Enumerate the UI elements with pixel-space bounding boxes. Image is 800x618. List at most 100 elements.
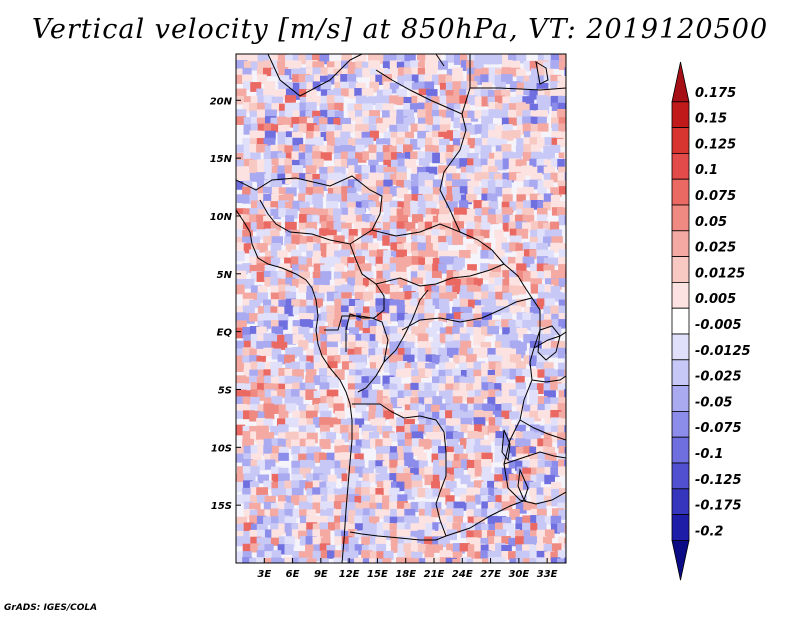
field-cell <box>411 376 421 387</box>
field-cell <box>508 319 521 328</box>
field-cell <box>236 116 246 125</box>
field-cell <box>291 529 302 540</box>
field-cell <box>277 424 289 435</box>
field-cell <box>487 326 500 335</box>
field-cell <box>495 390 506 400</box>
field-cell <box>432 474 445 484</box>
field-cell <box>313 362 324 372</box>
field-cell <box>390 543 401 553</box>
field-cell <box>362 271 374 282</box>
field-cell <box>362 67 373 78</box>
field-cell <box>256 159 267 169</box>
field-cell <box>327 368 339 377</box>
field-cell <box>481 369 492 379</box>
field-cell <box>334 75 346 86</box>
field-cell <box>431 208 441 218</box>
field-cell <box>495 543 506 553</box>
field-cell <box>242 347 255 357</box>
field-cell <box>446 250 459 261</box>
field-cell <box>396 557 408 563</box>
field-cell <box>515 214 526 225</box>
field-cell <box>257 369 269 379</box>
field-cell <box>326 95 336 104</box>
field-cell <box>488 417 500 428</box>
field-cell <box>327 487 338 497</box>
field-cell <box>243 390 253 402</box>
field-cell <box>452 368 463 380</box>
field-cell <box>452 460 464 469</box>
field-cell <box>551 488 562 499</box>
field-cell <box>319 173 329 183</box>
field-cell <box>348 263 359 272</box>
field-cell <box>431 453 442 463</box>
field-cell <box>523 60 534 72</box>
field-cell <box>256 214 267 225</box>
field-cell <box>354 347 366 357</box>
field-cell <box>256 431 268 440</box>
field-cell <box>333 152 345 163</box>
field-cell <box>242 222 253 232</box>
field-cell <box>236 446 247 456</box>
field-cell <box>557 180 566 191</box>
field-cell <box>544 466 557 476</box>
field-cell <box>256 550 268 560</box>
field-cell <box>417 424 429 434</box>
field-cell <box>502 270 515 280</box>
field-cell <box>334 257 344 267</box>
field-cell <box>523 439 535 450</box>
field-cell <box>347 383 359 394</box>
field-cell <box>529 453 539 463</box>
field-cell <box>243 509 256 520</box>
field-cell <box>277 501 287 511</box>
field-cell <box>565 305 566 316</box>
field-cell <box>417 298 429 309</box>
field-cell <box>453 271 463 283</box>
field-cell <box>438 131 450 143</box>
field-cell <box>515 221 527 233</box>
field-cell <box>390 137 400 147</box>
field-cell <box>543 179 554 190</box>
field-cell <box>368 60 381 70</box>
field-cell <box>312 61 325 71</box>
field-cell <box>564 159 566 170</box>
field-cell <box>298 340 309 351</box>
field-cell <box>543 264 555 275</box>
field-cell <box>544 460 555 472</box>
field-cell <box>242 298 254 310</box>
field-cell <box>530 502 543 513</box>
field-cell <box>502 453 512 463</box>
field-cell <box>410 543 422 554</box>
field-cell <box>306 522 318 531</box>
field-cell <box>242 194 254 204</box>
field-cell <box>446 130 458 141</box>
field-cell <box>424 229 436 240</box>
field-cell <box>494 277 505 287</box>
field-cell <box>410 103 421 113</box>
map-frame <box>235 53 567 564</box>
field-cell <box>278 208 290 218</box>
field-cell <box>264 264 276 275</box>
field-cell <box>313 320 325 330</box>
field-cell <box>271 445 283 457</box>
field-cell <box>404 515 415 524</box>
field-cell <box>466 74 476 85</box>
field-cell <box>285 431 296 442</box>
field-cell <box>256 172 266 183</box>
field-cell <box>348 61 360 73</box>
field-cell <box>249 54 260 65</box>
field-cell <box>565 201 566 212</box>
field-cell <box>368 404 381 414</box>
field-cell <box>551 257 563 266</box>
field-cell <box>313 544 324 553</box>
field-cell <box>291 347 304 357</box>
field-cell <box>327 376 339 388</box>
field-cell <box>375 537 387 548</box>
field-cell <box>515 438 526 448</box>
field-cell <box>508 109 519 120</box>
field-cell <box>424 102 436 112</box>
field-cell <box>488 523 498 533</box>
field-cell <box>334 285 347 296</box>
field-cell <box>466 509 477 518</box>
field-cell <box>291 474 304 484</box>
field-cell <box>397 158 409 167</box>
